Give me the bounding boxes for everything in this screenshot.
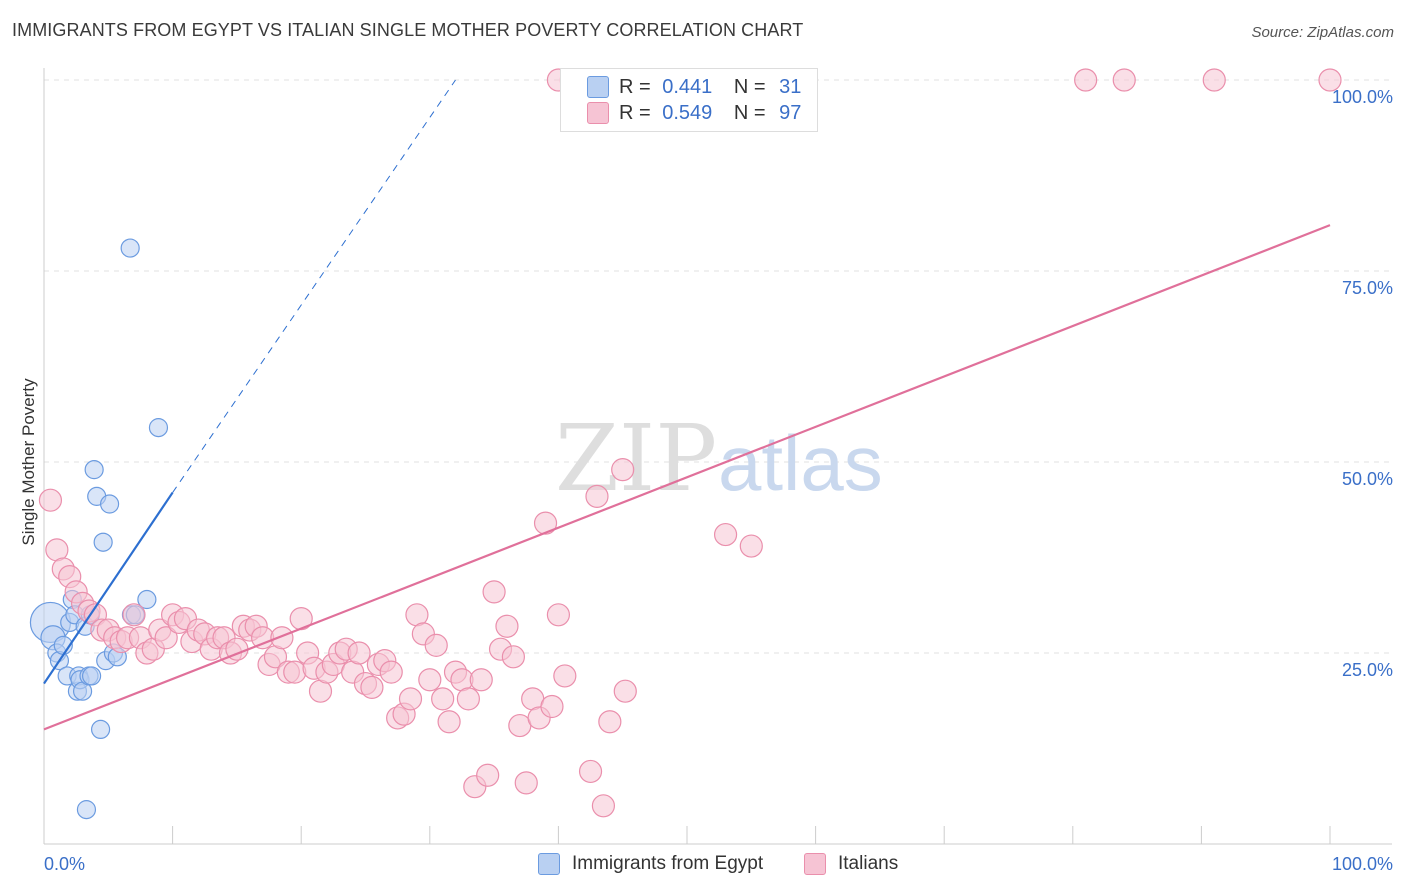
legend-item-egypt: Immigrants from Egypt [538, 850, 763, 878]
egypt-point [93, 532, 113, 552]
italians-point [431, 687, 455, 711]
italians-point [379, 660, 403, 684]
legend-r-value: 0.549 [662, 101, 713, 124]
axes-layer [43, 68, 1392, 845]
italians-point [613, 679, 637, 703]
italians-point [476, 763, 500, 787]
italians-point [540, 694, 564, 719]
legend-n-label: N = [733, 101, 766, 124]
egypt-point [120, 238, 140, 258]
italians-point [482, 580, 506, 604]
egypt-point [99, 494, 120, 514]
italians-point [1112, 68, 1136, 92]
egypt-point [84, 460, 104, 480]
italians-point [1318, 68, 1342, 92]
source-label: Source: ZipAtlas.com [1251, 24, 1394, 41]
x-tick-label: 0.0% [44, 854, 85, 874]
italians-point [424, 633, 448, 657]
y-tick-label: 75.0% [1342, 278, 1393, 298]
italians-point [591, 794, 616, 818]
italians-point [360, 675, 384, 699]
legend-r-label: R = [619, 75, 651, 98]
italians-point [585, 484, 609, 508]
italians-point [398, 687, 423, 711]
italians-point [38, 488, 63, 512]
x-tick-label: 100.0% [1332, 854, 1393, 874]
legend-r-label: R = [619, 101, 651, 124]
italians-point [122, 603, 146, 627]
egypt-point [148, 418, 169, 438]
italians-point [514, 771, 538, 795]
legend-n-label: N = [733, 75, 766, 98]
italians-point [283, 660, 307, 684]
egypt-point [90, 719, 111, 740]
legend-swatch-egypt [538, 853, 560, 875]
italians-point [469, 668, 493, 692]
legend-r-value: 0.441 [662, 75, 713, 98]
egypt-point [81, 666, 102, 686]
italians-point [347, 641, 371, 665]
italians-point [501, 645, 525, 669]
italians-point [553, 664, 577, 688]
watermark: ZIP atlas [555, 405, 883, 512]
italians-point [598, 710, 622, 734]
italians-point [437, 710, 461, 734]
italians-point [456, 687, 480, 711]
egypt-trend-extension [172, 79, 456, 493]
legend-swatch-italians [587, 102, 609, 124]
legend-swatch-egypt [587, 76, 609, 98]
legend-bottom: Immigrants from Egypt Italians [0, 850, 1406, 878]
italians-point [739, 534, 763, 558]
italians-point [495, 614, 519, 638]
y-tick-label: 50.0% [1342, 469, 1393, 489]
y-tick-label: 25.0% [1342, 660, 1393, 680]
italians-point [270, 626, 294, 650]
egypt-point [137, 589, 157, 610]
legend-n-value: 31 [779, 75, 802, 98]
italians-point [578, 759, 603, 784]
egypt-trend-line [43, 491, 174, 685]
legend-item-italians: Italians [804, 850, 898, 878]
italians-point [713, 522, 738, 547]
y-axis-title: Single Mother Poverty [19, 378, 38, 546]
italians-point [1202, 68, 1226, 92]
italians-point [611, 458, 635, 482]
y-tick-label: 100.0% [1332, 87, 1393, 107]
grid-layer [44, 79, 1392, 654]
legend-n-value: 97 [779, 101, 802, 124]
italians-point [418, 668, 442, 692]
italians-point [546, 603, 571, 627]
italians-point [533, 511, 558, 535]
legend-top: R = 0.441 N = 31 R = 0.549 N = 97 [560, 68, 818, 132]
watermark-zip: ZIP [555, 405, 717, 512]
points-layer [29, 68, 1342, 820]
chart-title: IMMIGRANTS FROM EGYPT VS ITALIAN SINGLE … [12, 20, 804, 40]
legend-label-egypt: Immigrants from Egypt [572, 853, 764, 874]
labels-layer: 25.0% 50.0% 75.0% 100.0% 0.0% 100.0% Single Mo… [19, 87, 1393, 874]
italians-trend-line [43, 224, 1331, 731]
italians-point [1074, 68, 1098, 92]
legend-label-italians: Italians [838, 853, 899, 874]
egypt-point [76, 800, 97, 820]
italians-point [154, 626, 178, 650]
trend-layer [43, 79, 1331, 731]
legend-swatch-italians [804, 853, 826, 875]
